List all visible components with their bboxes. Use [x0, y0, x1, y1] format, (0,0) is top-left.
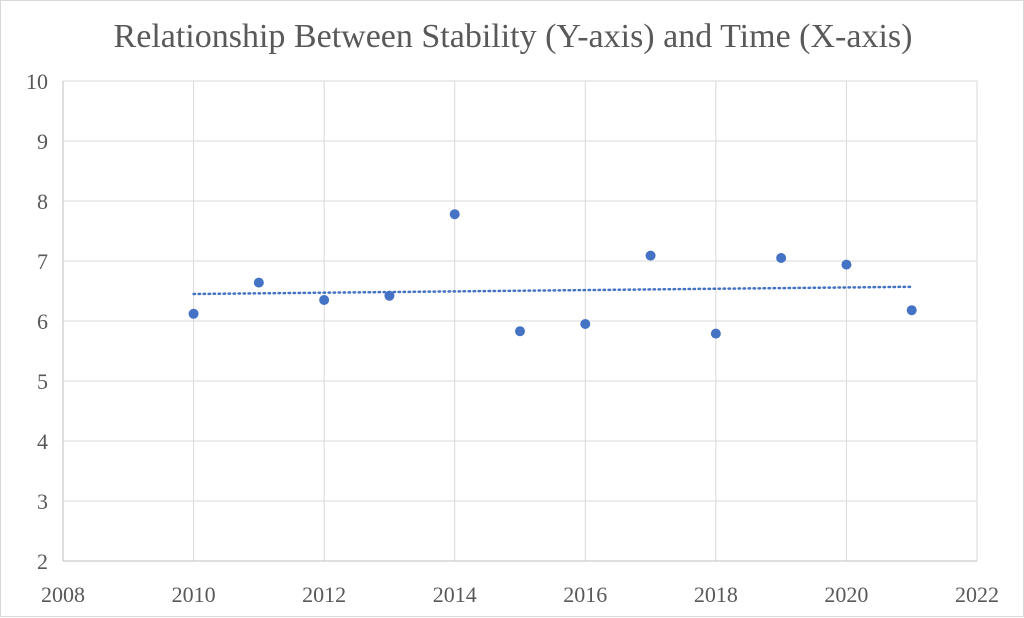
horizontal-gridlines: [63, 80, 977, 562]
data-point: [253, 277, 264, 288]
y-tick-label: 3: [37, 489, 48, 514]
x-tick-label: 2014: [433, 582, 477, 607]
y-tick-label: 5: [37, 369, 48, 394]
x-tick-label: 2010: [172, 582, 216, 607]
trendline-layer: [192, 285, 913, 296]
y-tick-label: 2: [37, 549, 48, 574]
data-point: [188, 308, 199, 319]
data-points: [188, 209, 917, 339]
y-tick-labels: 2 3 4 5 6 7 8 9 10: [26, 69, 48, 574]
y-tick-label: 4: [37, 429, 48, 454]
data-point: [645, 250, 656, 261]
data-point: [710, 328, 721, 339]
y-tick-label: 8: [37, 189, 48, 214]
x-tick-labels: 2008 2010 2012 2014 2016 2018 2020 2022: [41, 582, 999, 607]
axes: [62, 81, 977, 562]
data-point: [319, 295, 330, 305]
data-point: [449, 209, 460, 220]
x-tick-label: 2008: [41, 582, 85, 607]
y-tick-label: 7: [37, 249, 48, 274]
data-point: [841, 259, 852, 270]
data-point: [515, 326, 525, 337]
data-point: [384, 290, 395, 301]
x-tick-label: 2016: [563, 582, 607, 607]
y-tick-label: 9: [37, 129, 48, 154]
x-tick-label: 2020: [824, 582, 868, 607]
linear-trendline: [192, 285, 913, 296]
y-tick-label: 10: [26, 69, 48, 94]
data-point: [776, 253, 787, 263]
data-point: [580, 319, 591, 329]
x-tick-label: 2018: [694, 582, 738, 607]
data-point: [906, 305, 917, 316]
chart-title: Relationship Between Stability (Y-axis) …: [113, 18, 913, 55]
y-tick-label: 6: [37, 309, 48, 334]
x-tick-label: 2012: [302, 582, 346, 607]
x-tick-label: 2022: [955, 582, 999, 607]
